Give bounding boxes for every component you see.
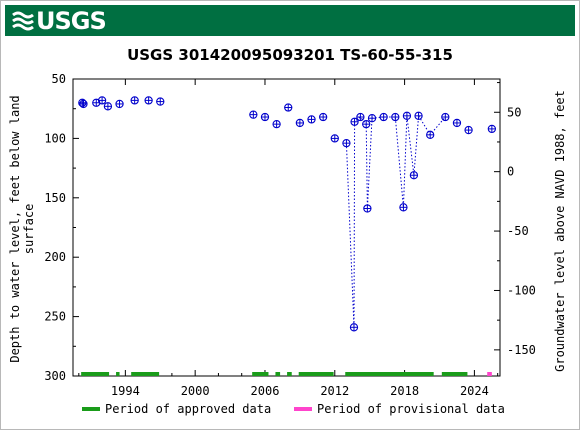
data-point [295, 118, 305, 128]
axis-ticks: 1994 2000 2006 2012 2018 2024 50 100 150 200 250 30… [44, 72, 536, 398]
data-point [97, 96, 107, 105]
data-point [349, 323, 359, 332]
data-point [363, 204, 372, 213]
usgs-logo[interactable]: USGS [12, 7, 107, 35]
y-tick-label: 250 [44, 310, 66, 324]
y-axis-label-line1: Depth to water level, feet below land [8, 95, 22, 362]
data-point [272, 119, 281, 129]
plot-area [72, 78, 501, 377]
data-point [260, 112, 270, 122]
data-point [130, 96, 139, 105]
data-point [487, 124, 497, 134]
usgs-wave-icon [12, 11, 34, 31]
usgs-banner: USGS [5, 5, 575, 36]
y-axis-label-line2: surface [22, 204, 36, 255]
y2-axis-label: Groundwater level above NAVD 1988, feet [553, 90, 567, 372]
data-point [350, 117, 359, 126]
x-tick-label: 2024 [460, 384, 489, 398]
data-point [362, 119, 371, 129]
y2-tick-label: 0 [507, 165, 514, 179]
x-tick-label: 1994 [111, 384, 140, 398]
y2-tick-label: -100 [507, 283, 536, 297]
data-point [284, 103, 293, 112]
legend: Period of approved data Period of provis… [82, 402, 505, 416]
x-tick-label: 2000 [181, 384, 210, 398]
data-point [379, 112, 388, 122]
legend-provisional-label: Period of provisional data [317, 402, 505, 416]
y-tick-label: 50 [52, 72, 66, 86]
data-point [367, 114, 377, 123]
y2-tick-label: 50 [507, 105, 521, 119]
data-point [79, 99, 88, 109]
data-point [356, 112, 365, 122]
data-series [78, 96, 497, 332]
chart-title: USGS 301420095093201 TS-60-55-315 [127, 46, 453, 64]
data-point [409, 171, 419, 180]
data-point [402, 111, 412, 120]
y-tick-label: 100 [44, 131, 66, 145]
data-point [464, 125, 473, 135]
data-point [330, 134, 339, 143]
x-tick-label: 2006 [251, 384, 280, 398]
data-point [318, 112, 328, 122]
y-tick-label: 200 [44, 250, 66, 264]
x-tick-label: 2012 [320, 384, 349, 398]
data-point [441, 112, 450, 122]
legend-approved-label: Period of approved data [105, 402, 271, 416]
data-point [342, 139, 351, 148]
data-point [307, 115, 316, 124]
y-tick-label: 150 [44, 191, 66, 205]
data-point [414, 111, 423, 120]
data-point [426, 130, 435, 139]
y2-tick-label: -150 [507, 343, 536, 357]
usgs-logo-text: USGS [36, 7, 107, 35]
data-point [249, 110, 258, 119]
data-point [391, 112, 400, 122]
data-point [115, 99, 124, 109]
data-point [156, 97, 165, 106]
data-point [399, 203, 408, 212]
data-point [144, 96, 153, 105]
y-tick-label: 300 [44, 369, 66, 383]
data-point [452, 118, 462, 128]
y2-tick-label: -50 [507, 224, 529, 238]
series-connector-line [345, 114, 446, 328]
x-tick-label: 2018 [390, 384, 419, 398]
data-point [103, 102, 113, 111]
